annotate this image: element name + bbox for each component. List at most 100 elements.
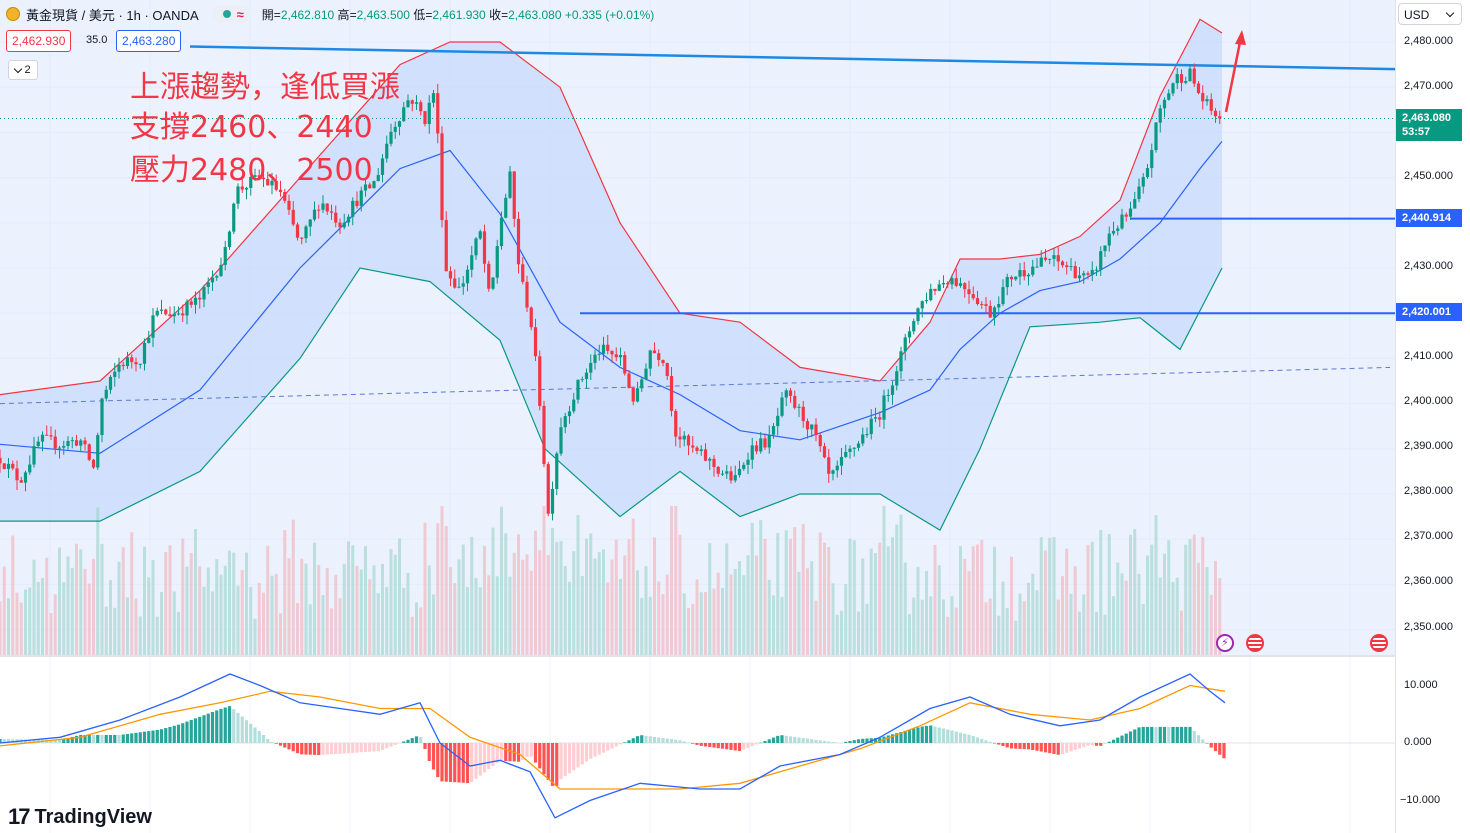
macd-histogram-bar — [402, 741, 406, 743]
candle-body — [1018, 270, 1022, 277]
volume-bar — [45, 557, 49, 656]
candle-body — [924, 300, 929, 302]
indicators-toggle[interactable]: 2 — [8, 60, 38, 80]
volume-bar — [886, 546, 890, 656]
candle-body — [329, 211, 334, 213]
volume-bar — [155, 616, 159, 656]
macd-histogram-bar — [606, 743, 610, 751]
macd-histogram-bar — [950, 730, 954, 743]
candle-body — [1048, 258, 1052, 260]
candle-body — [1124, 214, 1128, 217]
volume-bar — [223, 565, 227, 656]
candle-body — [686, 435, 691, 446]
volume-bar — [134, 598, 138, 656]
volume-bar — [780, 597, 784, 656]
volume-bar — [478, 587, 482, 656]
candle-body — [572, 399, 576, 412]
ohlc-readout: 開=2,462.810 高=2,463.500 低=2,461.930 收=2,… — [261, 7, 655, 22]
macd-histogram-bar — [1145, 726, 1150, 743]
candle-body — [967, 289, 971, 295]
volume-bar — [674, 506, 678, 656]
candle-body — [470, 255, 474, 270]
candle-body — [100, 398, 104, 436]
price-chart[interactable] — [0, 0, 1395, 833]
macd-tick: −10.000 — [1400, 794, 1441, 806]
us-flag-event-icon[interactable] — [1370, 634, 1388, 652]
volume-bar — [11, 535, 15, 656]
candle-body — [172, 313, 176, 317]
candle-body — [1218, 116, 1222, 119]
macd-histogram-bar — [546, 743, 550, 781]
volume-bar — [308, 604, 312, 656]
macd-histogram-bar — [1116, 737, 1120, 743]
macd-histogram-bar — [253, 727, 257, 743]
volume-bar — [1027, 582, 1030, 656]
volume-bar — [1078, 611, 1081, 656]
support-level-tag[interactable]: 2,420.001 — [1396, 303, 1462, 321]
candle-body — [861, 434, 865, 444]
macd-histogram-bar — [1111, 739, 1116, 743]
volume-bar — [215, 559, 219, 656]
volume-bar — [606, 582, 610, 656]
macd-histogram-bar — [406, 739, 410, 743]
symbol-header[interactable]: 黃金現貨 / 美元 · 1h · OANDA ≈ 開=2,462.810 高=2… — [6, 4, 654, 24]
candle-body — [601, 344, 606, 354]
macd-histogram-bar — [185, 721, 189, 743]
volume-bar — [385, 586, 389, 656]
candle-body — [74, 440, 79, 446]
sell-price-button[interactable]: 2,462.930 — [6, 30, 72, 52]
macd-histogram-bar — [1082, 743, 1086, 748]
candle-body — [185, 301, 189, 316]
macd-histogram-bar — [436, 743, 440, 778]
candle-body — [801, 406, 805, 422]
volume-bar — [614, 539, 618, 656]
tradingview-logo[interactable]: 17 TradingView — [8, 804, 152, 830]
candle-body — [839, 456, 844, 466]
candle-body — [427, 102, 431, 125]
macd-histogram-bar — [861, 738, 865, 743]
price-tick: 2,470.000 — [1404, 80, 1453, 92]
market-status-pill[interactable]: ≈ — [212, 5, 250, 23]
macd-histogram-bar — [168, 726, 172, 743]
volume-bar — [971, 546, 975, 656]
candle-body — [130, 357, 134, 363]
candle-body — [805, 421, 810, 430]
volume-bar — [627, 539, 631, 656]
macd-histogram-bar — [822, 740, 827, 743]
currency-select[interactable]: USD — [1398, 3, 1462, 25]
macd-histogram-bar — [610, 743, 614, 749]
volume-bar — [729, 574, 733, 656]
us-flag-event-icon[interactable] — [1246, 634, 1264, 652]
macd-histogram-bar — [338, 743, 342, 754]
volume-bar — [313, 542, 316, 656]
candle-body — [261, 177, 266, 180]
lightning-event-icon[interactable]: ⚡ — [1216, 634, 1234, 652]
volume-bar — [1095, 611, 1098, 656]
volume-bar — [168, 545, 172, 656]
volume-bar — [1218, 578, 1222, 656]
volume-bar — [682, 593, 686, 656]
candle-body — [215, 276, 219, 278]
symbol-title[interactable]: 黃金現貨 / 美元 · 1h · OANDA — [26, 7, 199, 23]
candle-body — [338, 222, 342, 228]
macd-histogram-bar — [703, 743, 708, 747]
volume-bar — [585, 538, 588, 656]
macd-histogram-bar — [895, 733, 899, 743]
macd-histogram-bar — [818, 740, 822, 743]
macd-histogram-bar — [1154, 726, 1158, 743]
volume-bar — [1197, 562, 1200, 656]
support-level-tag[interactable]: 2,440.914 — [1396, 209, 1462, 227]
macd-histogram-bar — [1048, 743, 1052, 754]
macd-histogram-bar — [1205, 743, 1209, 744]
macd-histogram-bar — [283, 743, 287, 748]
candle-body — [720, 473, 725, 475]
macd-histogram-bar — [725, 743, 729, 750]
volume-bar — [7, 598, 10, 656]
volume-bar — [1069, 593, 1073, 656]
candle-body — [593, 354, 597, 363]
candle-body — [431, 93, 436, 103]
volume-bar — [801, 524, 805, 656]
buy-price-button[interactable]: 2,463.280 — [116, 30, 182, 52]
volume-bar — [304, 563, 308, 656]
candle-body — [1111, 230, 1116, 234]
